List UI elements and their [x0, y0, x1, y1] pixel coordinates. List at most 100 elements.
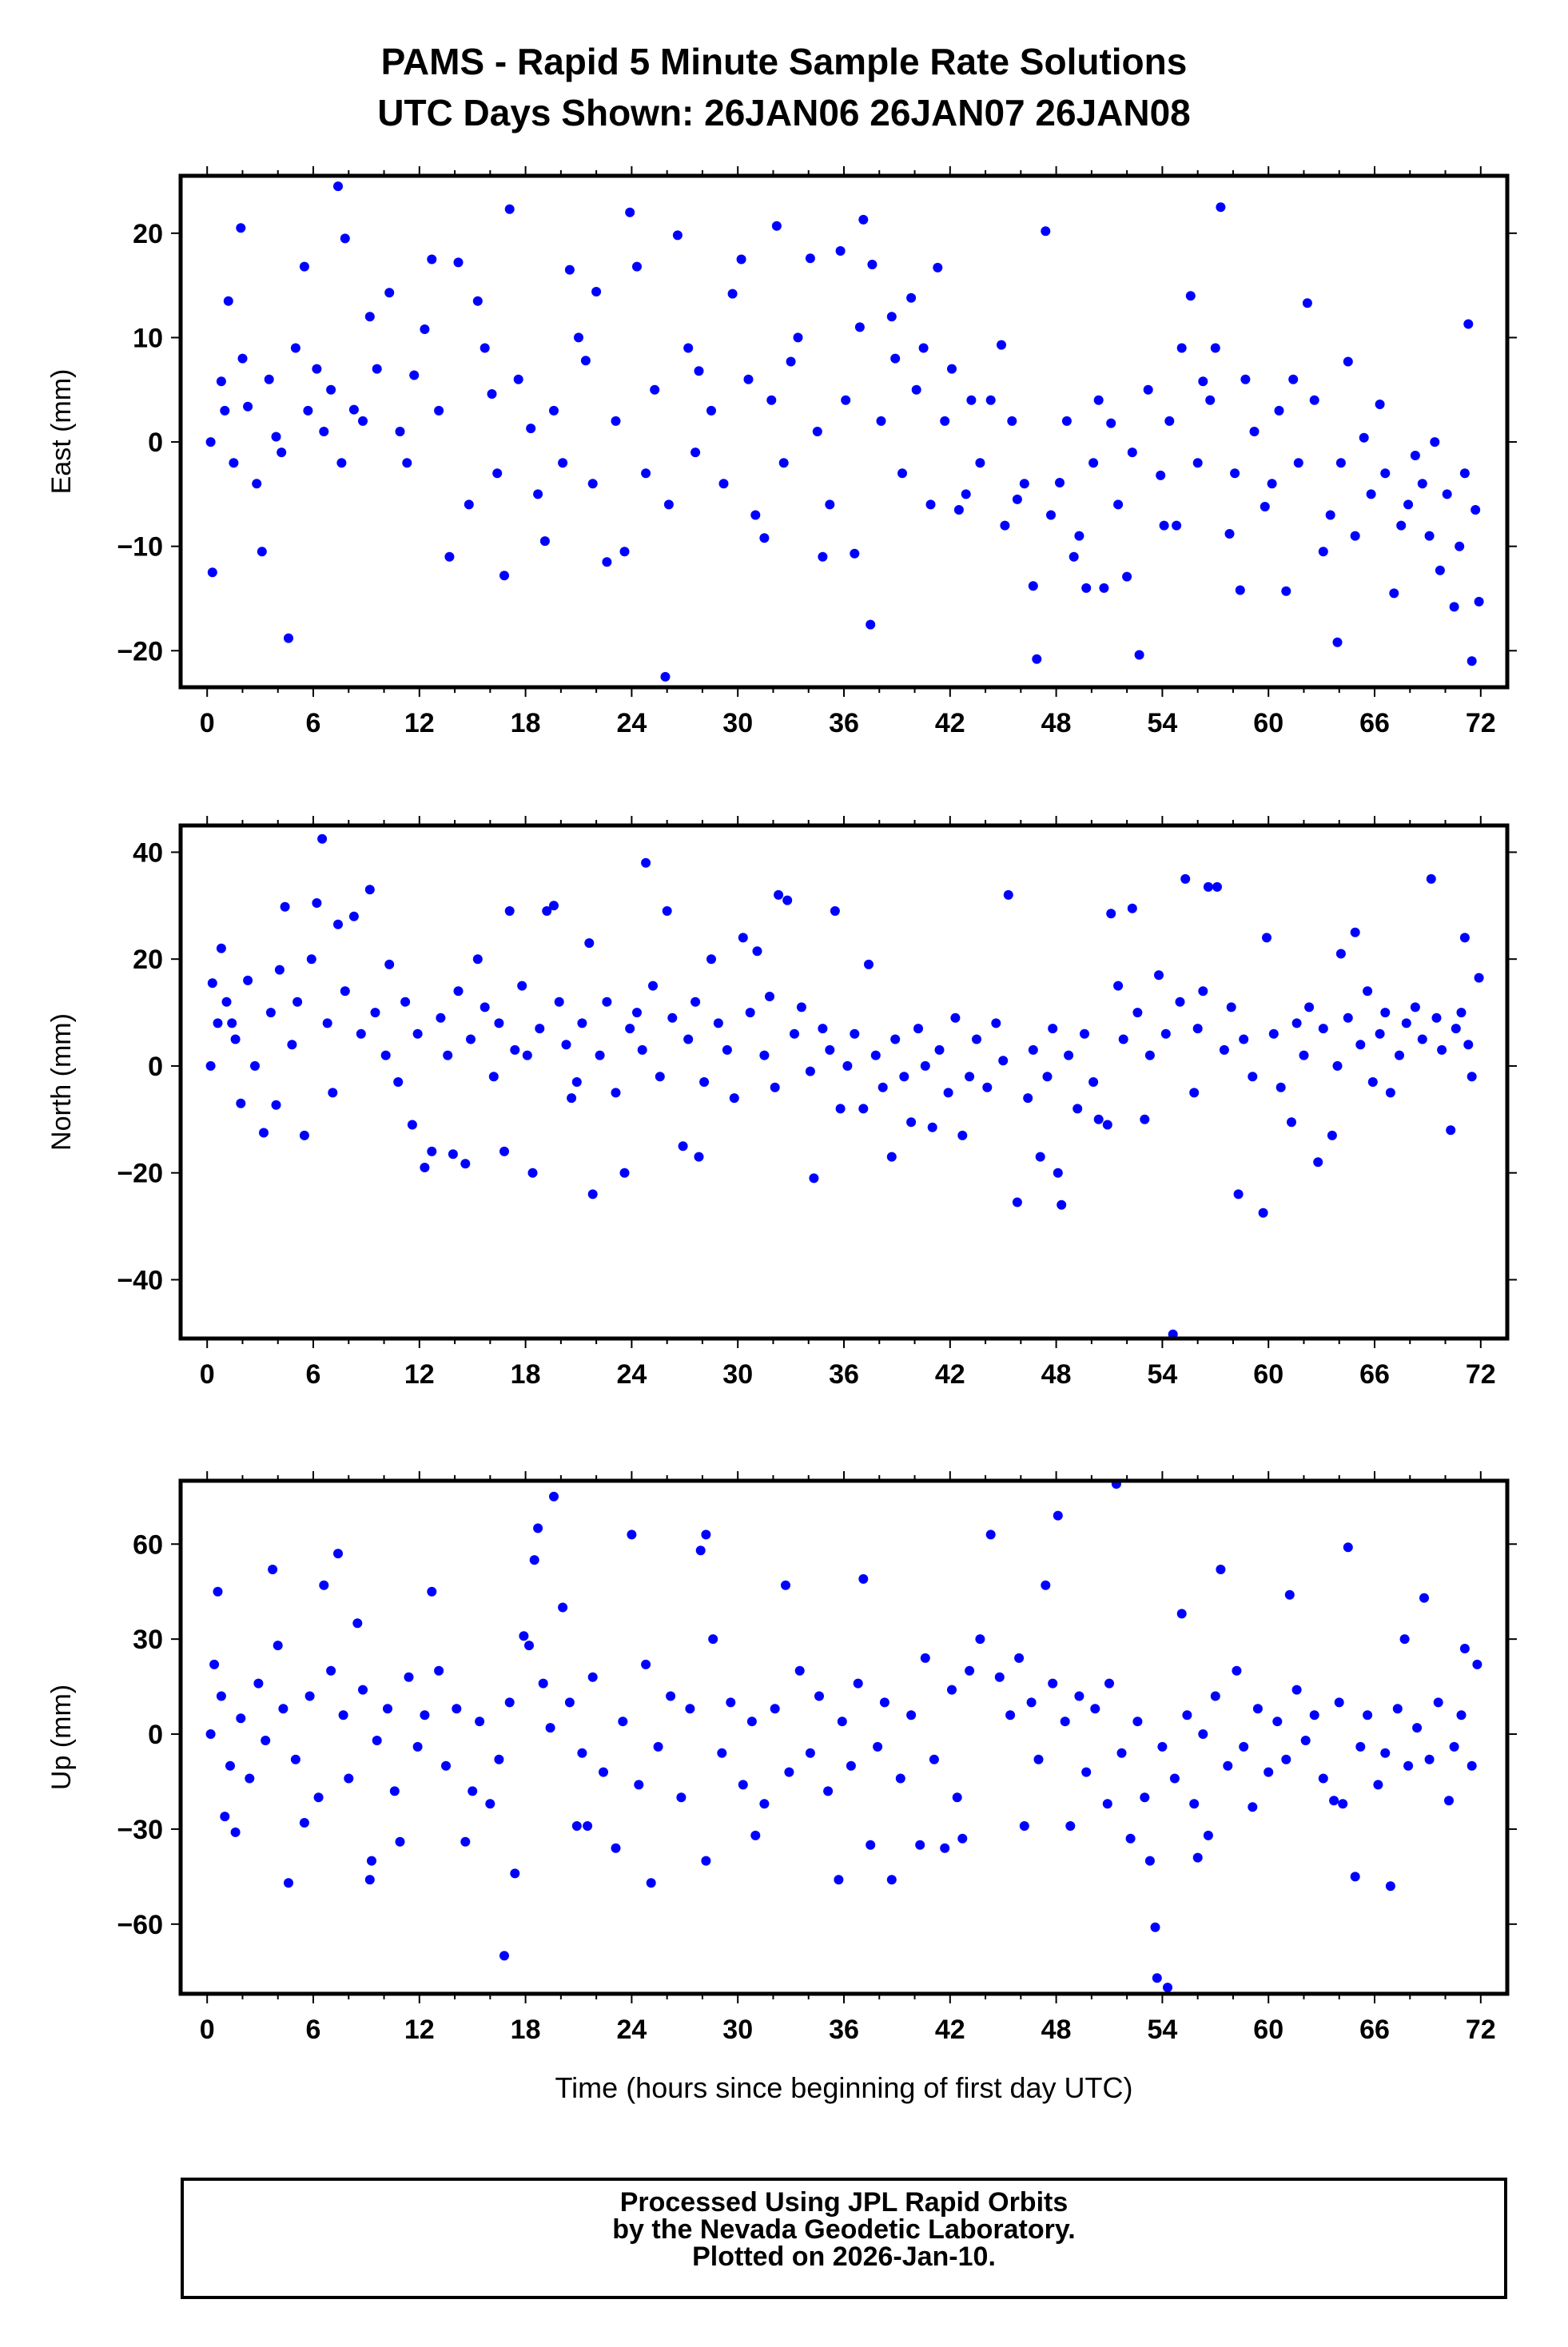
data-point	[564, 265, 575, 275]
data-point	[1210, 1691, 1220, 1701]
data-point	[549, 405, 559, 416]
data-point	[660, 671, 671, 682]
data-point	[876, 416, 886, 426]
x-tick-label: 0	[200, 2015, 215, 2045]
chart-title-line2: UTC Days Shown: 26JAN06 26JAN07 26JAN08	[377, 92, 1191, 133]
y-ticks	[171, 1543, 1517, 1925]
data-point	[927, 1122, 937, 1132]
data-point	[1442, 489, 1452, 499]
data-point	[284, 633, 293, 643]
data-point	[443, 1050, 453, 1060]
data-point	[1385, 1088, 1395, 1098]
data-point	[1288, 374, 1299, 384]
x-tick-label: 60	[1253, 2015, 1283, 2045]
x-tick-label: 30	[722, 2015, 753, 2045]
data-point	[533, 1523, 543, 1534]
data-point	[464, 499, 474, 510]
data-point	[434, 1665, 444, 1676]
footer-line-1: Processed Using JPL Rapid Orbits	[619, 2187, 1069, 2218]
data-point	[487, 389, 497, 399]
data-point	[1334, 1697, 1344, 1708]
data-point	[287, 1040, 297, 1050]
data-point	[790, 1028, 799, 1039]
data-point	[850, 1028, 860, 1039]
data-point	[1003, 889, 1013, 900]
data-point	[1396, 520, 1407, 531]
data-point	[558, 458, 568, 468]
data-point	[805, 1066, 815, 1076]
data-point	[1175, 996, 1185, 1007]
x-tick-label: 24	[616, 1359, 647, 1390]
data-point	[564, 1697, 575, 1708]
data-point	[778, 458, 789, 468]
data-point	[641, 1659, 651, 1669]
data-point	[348, 404, 359, 415]
data-point	[752, 946, 762, 957]
y-tick-label: 30	[133, 1625, 163, 1655]
x-tick-label: 0	[200, 708, 215, 738]
data-point	[794, 1665, 805, 1676]
plot-panel-1: 0 6 12 18 24 30 36 42 48 54 60 66 72 −20 −10 0 10 20 East …	[46, 166, 1517, 738]
data-point	[367, 1856, 376, 1866]
data-point	[567, 1093, 577, 1104]
data-point	[1203, 881, 1213, 892]
x-tick-label: 30	[722, 1359, 753, 1390]
data-point	[842, 1060, 853, 1071]
data-point	[1392, 1704, 1403, 1714]
data-point	[918, 343, 929, 353]
data-point	[513, 374, 523, 384]
data-point	[250, 1060, 260, 1071]
data-point	[690, 448, 701, 458]
data-point	[1366, 489, 1376, 499]
data-point	[1437, 1044, 1447, 1055]
data-point	[835, 246, 846, 256]
data-point	[1042, 1072, 1053, 1082]
data-point	[494, 1018, 504, 1028]
data-point	[460, 1836, 471, 1847]
data-point	[243, 975, 253, 985]
data-point	[1467, 656, 1477, 666]
data-point	[216, 1691, 226, 1701]
data-point	[1299, 1050, 1309, 1060]
x-tick-label: 54	[1147, 1359, 1177, 1390]
data-point	[225, 1760, 235, 1771]
data-point	[299, 1818, 309, 1828]
data-point	[858, 214, 869, 225]
data-point	[878, 1082, 888, 1092]
x-tick-label: 0	[200, 1359, 215, 1390]
data-point	[599, 1767, 608, 1777]
data-point	[759, 1050, 770, 1060]
data-point	[879, 1697, 889, 1708]
data-point	[257, 547, 267, 557]
data-point	[947, 364, 957, 374]
data-point	[420, 1163, 430, 1172]
data-point	[213, 1018, 223, 1028]
data-point	[1163, 1983, 1172, 1993]
data-point	[1019, 479, 1029, 489]
data-point	[436, 1012, 446, 1023]
data-point	[1203, 1830, 1213, 1840]
x-tick-label: 48	[1041, 2015, 1072, 2045]
data-point	[1293, 458, 1303, 468]
data-point	[965, 1665, 975, 1676]
data-point	[1205, 395, 1216, 405]
data-point	[312, 364, 322, 374]
data-point	[899, 1072, 909, 1082]
x-tick-label: 30	[722, 708, 753, 738]
x-tick-label: 18	[511, 2015, 541, 2045]
data-point	[1144, 1050, 1155, 1060]
footer-box: Processed Using JPL Rapid Orbits by the …	[181, 2178, 1507, 2299]
data-point	[420, 1710, 430, 1720]
data-point	[584, 938, 595, 949]
data-point	[662, 906, 672, 916]
data-point	[1232, 1665, 1242, 1676]
data-point	[975, 1634, 985, 1645]
data-point	[1172, 520, 1182, 531]
data-point	[866, 1840, 876, 1850]
data-point	[561, 1040, 571, 1050]
data-point	[718, 479, 729, 489]
data-point	[1444, 1796, 1454, 1806]
data-point	[1284, 1589, 1295, 1600]
data-point	[1309, 395, 1319, 405]
